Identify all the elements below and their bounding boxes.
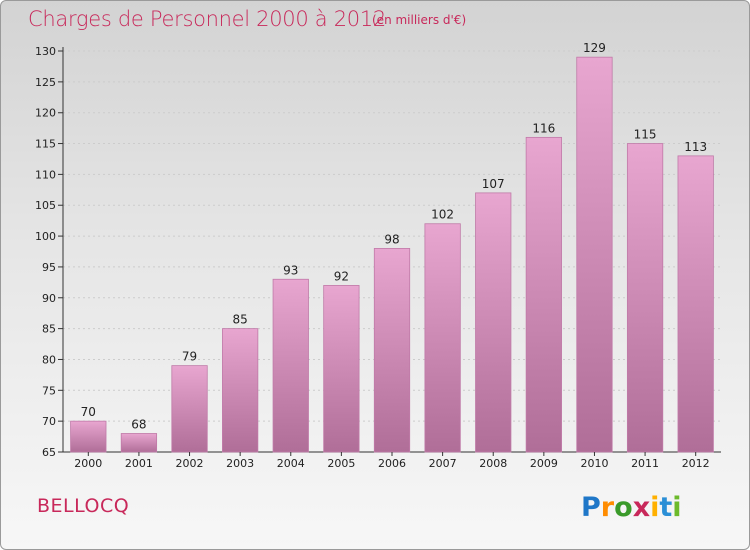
y-tick-label: 105 xyxy=(35,199,56,212)
bar-value-label: 102 xyxy=(431,208,454,222)
chart-subtitle: (en milliers d'€) xyxy=(372,13,467,27)
x-tick-label: 2001 xyxy=(125,457,153,470)
bar-value-label: 70 xyxy=(81,405,96,419)
y-tick-label: 75 xyxy=(42,384,56,397)
bar-2003 xyxy=(222,328,259,453)
bar-value-label: 115 xyxy=(634,128,657,142)
bar-2009 xyxy=(525,136,562,453)
x-tick-label: 2003 xyxy=(226,457,254,470)
bar-value-label: 107 xyxy=(482,177,505,191)
bar-2004 xyxy=(272,278,309,453)
x-tick-label: 2009 xyxy=(530,457,558,470)
y-tick-label: 90 xyxy=(42,292,56,305)
proxiti-logo: Proxiti xyxy=(581,492,682,523)
bar-2011 xyxy=(626,143,664,453)
bar-value-label: 116 xyxy=(532,121,555,135)
bar-value-label: 68 xyxy=(131,417,146,431)
bar-2008 xyxy=(475,192,512,453)
y-tick-label: 80 xyxy=(42,353,56,366)
y-tick-label: 120 xyxy=(35,107,56,120)
x-tick-label: 2012 xyxy=(682,457,710,470)
bar-2005 xyxy=(323,285,360,453)
x-tick-label: 2004 xyxy=(277,457,305,470)
x-tick-label: 2000 xyxy=(74,457,102,470)
bar-value-label: 79 xyxy=(182,350,197,364)
bar-2006 xyxy=(373,248,411,453)
y-tick-label: 100 xyxy=(35,230,56,243)
bar-2001 xyxy=(120,433,158,453)
y-tick-label: 110 xyxy=(35,168,56,181)
bar-value-label: 92 xyxy=(334,269,349,283)
bar-value-label: 113 xyxy=(684,140,707,154)
bar-2007 xyxy=(424,223,461,453)
y-tick-label: 85 xyxy=(42,323,56,336)
y-tick-label: 70 xyxy=(42,415,56,428)
bar-2010 xyxy=(576,56,613,453)
bar-2002 xyxy=(171,365,208,453)
y-tick-label: 115 xyxy=(35,138,56,151)
x-tick-label: 2011 xyxy=(631,457,659,470)
svg-text:Proxiti: Proxiti xyxy=(581,492,682,523)
y-tick-label: 130 xyxy=(35,45,56,58)
x-tick-label: 2005 xyxy=(327,457,355,470)
bar-value-label: 98 xyxy=(384,232,399,246)
y-tick-label: 125 xyxy=(35,76,56,89)
y-tick-label: 65 xyxy=(42,446,56,459)
city-name: BELLOCQ xyxy=(37,495,130,517)
bar-value-label: 129 xyxy=(583,41,606,55)
x-tick-label: 2010 xyxy=(580,457,608,470)
bar-2012 xyxy=(677,155,714,453)
x-tick-label: 2002 xyxy=(176,457,204,470)
chart-title: Charges de Personnel 2000 à 2012 xyxy=(28,7,386,31)
x-tick-label: 2008 xyxy=(479,457,507,470)
y-tick-label: 95 xyxy=(42,261,56,274)
bar-2000 xyxy=(70,420,107,453)
x-tick-label: 2006 xyxy=(378,457,406,470)
bar-value-label: 93 xyxy=(283,263,298,277)
bar-value-label: 85 xyxy=(233,313,248,327)
x-tick-label: 2007 xyxy=(429,457,457,470)
